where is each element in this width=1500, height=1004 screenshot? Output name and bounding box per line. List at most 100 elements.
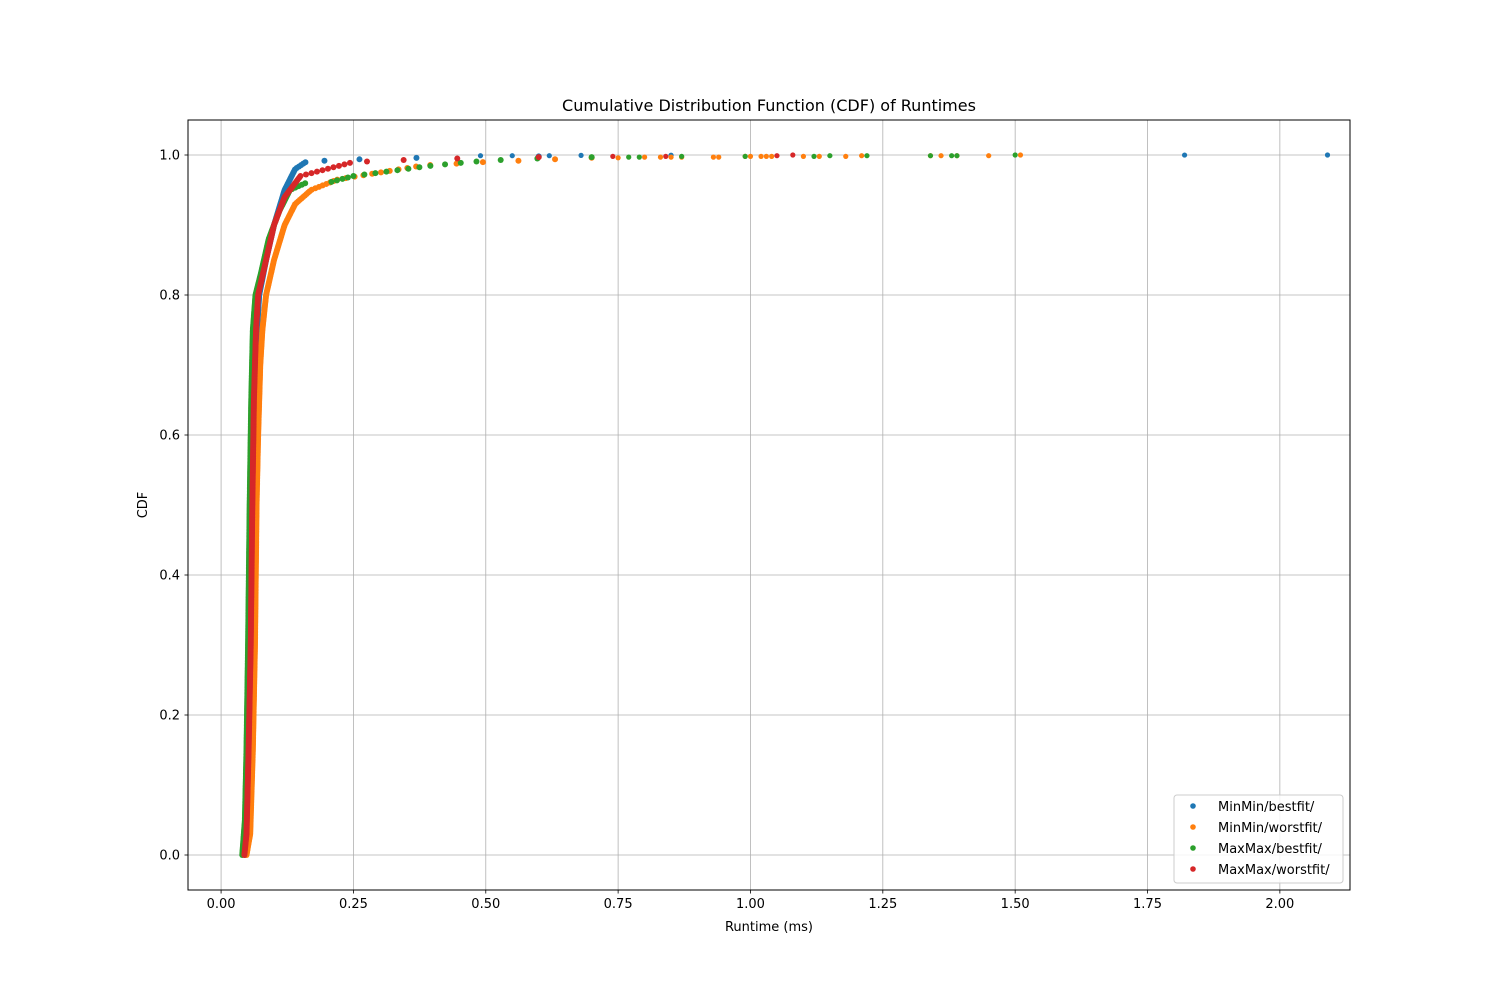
outlier-point xyxy=(679,153,685,159)
outlier-point xyxy=(790,152,796,158)
data-point xyxy=(333,177,340,184)
tick-layer: 0.00 0.25 0.50 0.75 1.00 1.25 1.50 1.75 2.00 0.0 0… xyxy=(159,149,1294,913)
outlier-point xyxy=(859,153,865,159)
data-layer xyxy=(239,152,1331,858)
legend-label: MaxMax/worstfit/ xyxy=(1218,863,1330,878)
outlier-point xyxy=(742,153,748,159)
data-point xyxy=(413,154,420,161)
outlier-point xyxy=(578,152,584,158)
chart-title: Cumulative Distribution Function (CDF) o… xyxy=(562,96,976,115)
legend-marker xyxy=(1190,824,1196,830)
outlier-point xyxy=(716,154,722,160)
legend-marker xyxy=(1190,866,1196,872)
outlier-point xyxy=(949,153,955,159)
series-group xyxy=(243,152,1024,858)
outlier-point xyxy=(1017,152,1024,158)
outlier-point xyxy=(626,154,632,160)
outlier-point xyxy=(668,154,674,160)
outlier-point xyxy=(747,153,754,159)
outlier-point xyxy=(927,153,934,159)
data-point xyxy=(588,154,595,161)
outlier-point xyxy=(827,153,833,159)
y-tick-label: 0.2 xyxy=(159,709,180,724)
data-point xyxy=(297,173,304,179)
data-point xyxy=(383,168,390,175)
x-tick-label: 1.25 xyxy=(868,897,897,912)
outlier-point xyxy=(758,153,764,159)
data-point xyxy=(479,159,486,166)
x-tick-label: 1.50 xyxy=(1001,897,1030,912)
outlier-point xyxy=(769,153,775,159)
legend-box xyxy=(1173,794,1344,884)
data-point xyxy=(339,175,346,182)
data-point xyxy=(372,170,379,177)
outlier-point xyxy=(477,153,484,159)
outlier-point xyxy=(811,153,817,159)
outlier-point xyxy=(641,154,648,160)
outlier-point xyxy=(710,154,717,160)
data-point xyxy=(405,165,412,172)
data-point xyxy=(473,158,480,165)
x-tick-label: 2.00 xyxy=(1265,897,1294,912)
data-point xyxy=(324,165,331,172)
x-tick-label: 0.25 xyxy=(339,897,368,912)
legend-label: MinMin/bestfit/ xyxy=(1218,800,1315,815)
x-axis-label: Runtime (ms) xyxy=(725,920,813,935)
outlier-point xyxy=(954,153,960,159)
legend-marker xyxy=(1190,845,1196,851)
y-tick-label: 0.6 xyxy=(159,429,180,444)
data-point xyxy=(454,155,461,162)
legend: MinMin/bestfit/ MinMin/worstfit/ MaxMax/… xyxy=(1173,794,1344,884)
x-tick-label: 0.00 xyxy=(207,897,236,912)
data-point xyxy=(394,167,401,174)
data-point xyxy=(416,164,423,171)
data-point xyxy=(364,158,370,165)
outlier-point xyxy=(1012,152,1018,158)
data-point xyxy=(321,157,328,164)
outlier-point xyxy=(816,153,822,159)
outlier-point xyxy=(986,153,992,159)
x-tick-label: 1.75 xyxy=(1133,897,1162,912)
data-point xyxy=(335,162,342,169)
data-point xyxy=(302,171,309,178)
y-tick-label: 0.8 xyxy=(159,289,180,304)
data-point xyxy=(356,156,363,163)
data-point xyxy=(427,162,434,169)
data-point xyxy=(497,157,504,164)
data-point xyxy=(400,157,407,164)
data-point xyxy=(346,159,353,166)
x-tick-label: 0.75 xyxy=(604,897,633,912)
grid-layer xyxy=(188,120,1350,890)
legend-label: MinMin/worstfit/ xyxy=(1218,821,1323,836)
data-point xyxy=(361,171,368,178)
outlier-point xyxy=(763,153,769,159)
outlier-point xyxy=(864,153,870,159)
data-point xyxy=(313,168,320,175)
data-point xyxy=(442,161,449,168)
data-point xyxy=(302,180,309,187)
outlier-point xyxy=(509,153,515,159)
x-tick-label: 1.00 xyxy=(736,897,765,912)
y-tick-label: 0.0 xyxy=(159,849,180,864)
data-point xyxy=(341,161,348,168)
data-point xyxy=(535,154,542,161)
plot-frame xyxy=(187,119,1351,891)
data-point xyxy=(330,164,337,171)
outlier-point xyxy=(615,155,621,161)
data-point xyxy=(319,167,326,174)
series-group xyxy=(239,152,1018,858)
outlier-point xyxy=(843,153,849,159)
outlier-point xyxy=(663,153,669,159)
data-point xyxy=(350,173,357,179)
outlier-point xyxy=(774,153,780,159)
outlier-point xyxy=(800,153,807,159)
y-tick-label: 0.4 xyxy=(159,569,180,584)
data-point xyxy=(552,156,559,163)
outlier-point xyxy=(1324,152,1331,158)
data-point xyxy=(302,159,309,166)
y-axis-label: CDF xyxy=(136,492,151,519)
outlier-point xyxy=(636,154,642,160)
outlier-point xyxy=(1181,152,1188,158)
data-point xyxy=(328,178,335,185)
